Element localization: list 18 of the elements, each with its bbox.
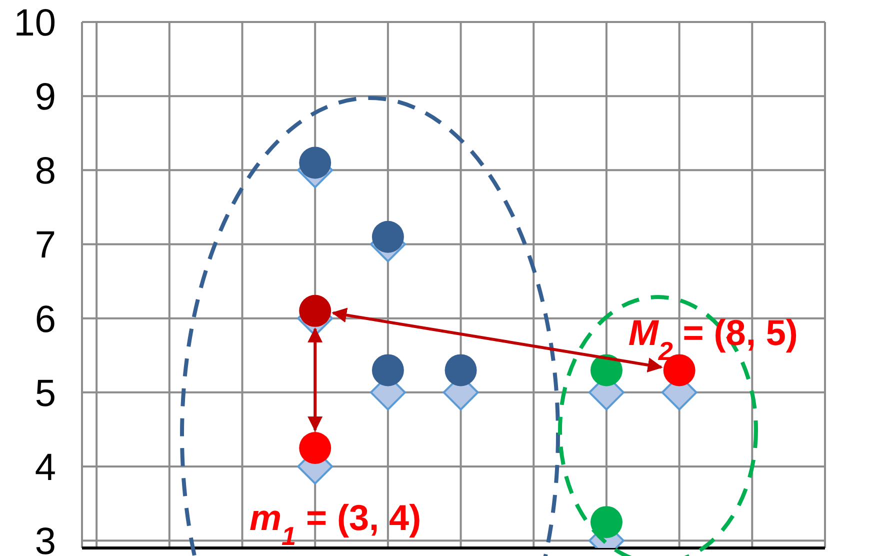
y-tick-label: 9 — [34, 76, 56, 119]
point — [299, 146, 332, 179]
y-tick-label: 5 — [34, 372, 56, 415]
point — [444, 354, 477, 386]
annotation: M$_{2}$ = (8, 5) — [628, 312, 798, 366]
point — [372, 354, 404, 386]
y-tick-label: 7 — [34, 224, 56, 267]
point — [590, 506, 622, 538]
y-tick-label: 6 — [34, 298, 56, 341]
point — [372, 220, 404, 253]
y-tick-label: 4 — [34, 446, 56, 489]
point — [299, 432, 332, 464]
y-tick-label: 8 — [34, 150, 56, 193]
point — [590, 354, 622, 386]
annotation: m$_{1}$ = (3, 4) — [250, 497, 422, 552]
y-tick-label: 3 — [34, 521, 56, 556]
point — [299, 294, 332, 327]
y-tick-label: 10 — [14, 2, 56, 44]
